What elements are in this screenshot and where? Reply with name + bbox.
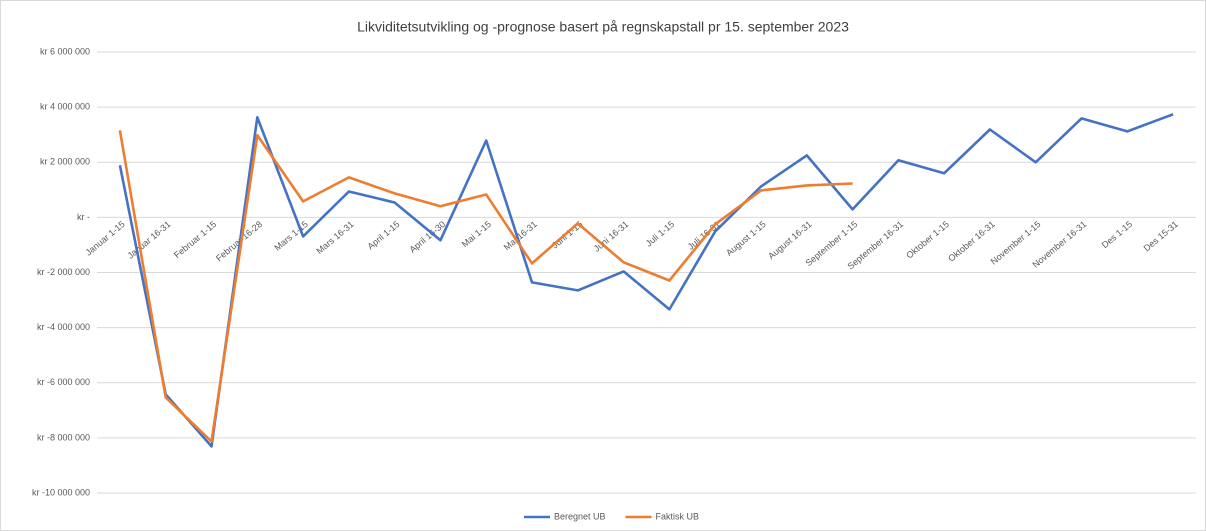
- y-tick-label: kr -6 000 000: [37, 377, 90, 387]
- y-tick-label: kr -: [77, 212, 90, 222]
- line-series: [118, 113, 1174, 448]
- y-tick-label: kr 4 000 000: [40, 102, 90, 112]
- y-tick-label: kr -10 000 000: [32, 487, 90, 497]
- y-tick-label: kr -2 000 000: [37, 267, 90, 277]
- y-tick-label: kr -8 000 000: [37, 432, 90, 442]
- chart-title: Likviditetsutvikling og -prognose basert…: [357, 19, 849, 35]
- y-tick-label: kr 2 000 000: [40, 157, 90, 167]
- y-tick-label: kr -4 000 000: [37, 322, 90, 332]
- line-series: [118, 130, 853, 443]
- legend-label: Faktisk UB: [656, 511, 700, 521]
- y-tick-label: kr 6 000 000: [40, 46, 90, 56]
- legend-label: Beregnet UB: [554, 511, 606, 521]
